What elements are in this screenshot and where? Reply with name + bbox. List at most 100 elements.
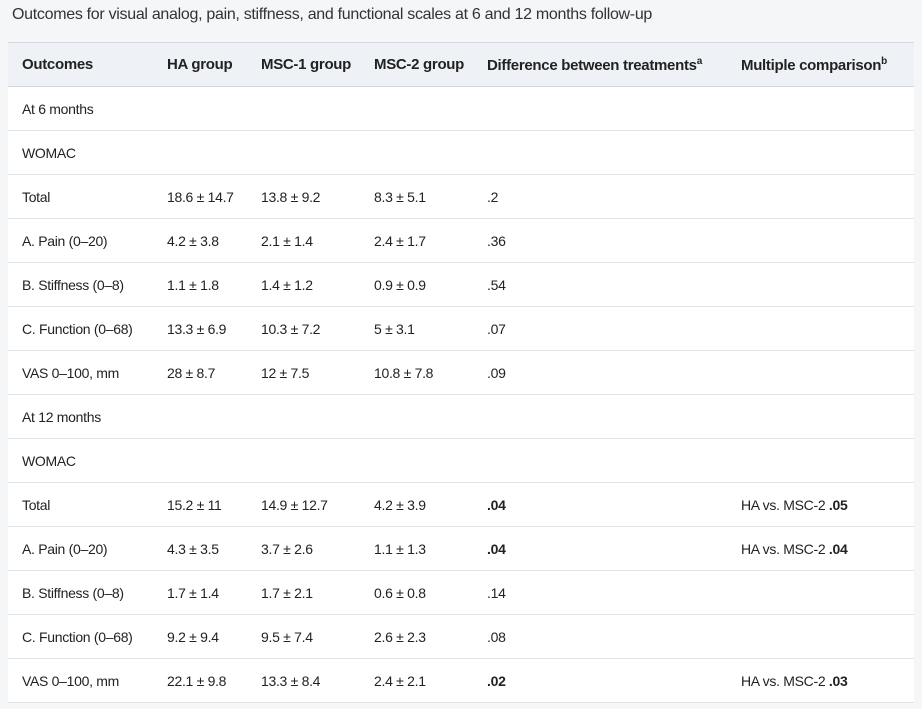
- value: 2.4 ± 1.7: [374, 232, 426, 249]
- table-cell: [487, 86, 741, 131]
- value: 0.9 ± 0.9: [374, 276, 426, 293]
- table-cell: 1.1 ± 1.3: [374, 526, 487, 571]
- table-cell: 4.2 ± 3.8: [167, 218, 261, 263]
- column-header-label: MSC-1 group: [261, 56, 352, 73]
- column-header: Multiple comparisonb: [741, 42, 914, 87]
- table-row: C. Function (0–68) 9.2 ± 9.4 9.5 ± 7.4 2.6 …: [8, 614, 914, 659]
- table-cell: 4.3 ± 3.5: [167, 526, 261, 571]
- row-label: WOMAC: [8, 438, 167, 483]
- value: 3.7 ± 2.6: [261, 540, 313, 557]
- column-header: MSC-1 group: [261, 42, 374, 87]
- table-cell: 9.2 ± 9.4: [167, 614, 261, 659]
- row-label: VAS 0–100, mm: [8, 350, 167, 395]
- table-cell: 13.3 ± 6.9: [167, 306, 261, 351]
- table-row: At 6 months: [8, 86, 914, 131]
- value: 9.5 ± 7.4: [261, 628, 313, 645]
- table-cell: HA vs. MSC-2 .05: [741, 482, 914, 527]
- p-value: .14: [487, 584, 506, 601]
- table-row: VAS 0–100, mm 22.1 ± 9.8 13.3 ± 8.4 2.4 ± 2…: [8, 658, 914, 703]
- table-cell: 5 ± 3.1: [374, 306, 487, 351]
- table-row: A. Pain (0–20) 4.2 ± 3.8 2.1 ± 1.4 2.4 ± 1.…: [8, 218, 914, 263]
- table-row: A. Pain (0–20) 4.3 ± 3.5 3.7 ± 2.6 1.1 ± 1.…: [8, 526, 914, 571]
- table-cell: [741, 570, 914, 615]
- table-cell: [741, 262, 914, 307]
- table-cell: [167, 438, 261, 483]
- table-row: B. Stiffness (0–8) 1.1 ± 1.8 1.4 ± 1.2 0.9 …: [8, 262, 914, 307]
- table-cell: 10.8 ± 7.8: [374, 350, 487, 395]
- table-caption: Outcomes for visual analog, pain, stiffn…: [12, 6, 653, 23]
- table-cell: [167, 394, 261, 439]
- table-cell: 15.2 ± 11: [167, 482, 261, 527]
- row-label: At 12 months: [8, 394, 167, 439]
- table-cell: [487, 394, 741, 439]
- value: 1.7 ± 1.4: [167, 584, 219, 601]
- p-value: .04: [487, 540, 506, 557]
- table-cell: [741, 350, 914, 395]
- table-row: Total 15.2 ± 11 14.9 ± 12.7 4.2 ± 3.9 .04 HA …: [8, 482, 914, 527]
- outcomes-table: Outcomes HA group MSC-1 group MSC-2 group Di…: [8, 42, 914, 703]
- table-cell: 1.4 ± 1.2: [261, 262, 374, 307]
- column-header-label: HA group: [167, 56, 233, 73]
- p-value: .08: [487, 628, 506, 645]
- comparison-text: HA vs. MSC-2: [741, 672, 826, 689]
- table-cell: 2.6 ± 2.3: [374, 614, 487, 659]
- row-label: B. Stiffness (0–8): [8, 570, 167, 615]
- table-cell: [741, 614, 914, 659]
- comparison-p-value: .04: [828, 540, 848, 557]
- table-cell: .07: [487, 306, 741, 351]
- table-cell: 22.1 ± 9.8: [167, 658, 261, 703]
- column-header-label: Multiple comparison: [741, 56, 882, 74]
- row-label: At 6 months: [8, 86, 167, 131]
- row-label: Total: [8, 174, 167, 219]
- table-cell: [741, 130, 914, 175]
- table-cell: .04: [487, 526, 741, 571]
- value: 14.9 ± 12.7: [261, 496, 328, 513]
- table-cell: 1.7 ± 2.1: [261, 570, 374, 615]
- row-label: A. Pain (0–20): [8, 526, 167, 571]
- table-cell: 10.3 ± 7.2: [261, 306, 374, 351]
- value: 13.3 ± 6.9: [167, 320, 227, 337]
- column-header-label: MSC-2 group: [374, 56, 465, 73]
- value: 15.2 ± 11: [167, 496, 222, 513]
- p-value: .36: [487, 232, 506, 249]
- value: 0.6 ± 0.8: [374, 584, 426, 601]
- comparison-p-value: .05: [828, 496, 848, 513]
- table-cell: .04: [487, 482, 741, 527]
- table-cell: [261, 130, 374, 175]
- table-cell: [487, 438, 741, 483]
- row-label: B. Stiffness (0–8): [8, 262, 167, 307]
- p-value: .02: [487, 672, 506, 689]
- table-cell: .14: [487, 570, 741, 615]
- value: 22.1 ± 9.8: [167, 672, 227, 689]
- value: 5 ± 3.1: [374, 320, 415, 337]
- p-value: .07: [487, 320, 506, 337]
- row-label: VAS 0–100, mm: [8, 658, 167, 703]
- table-cell: 0.6 ± 0.8: [374, 570, 487, 615]
- value: 10.3 ± 7.2: [261, 320, 321, 337]
- table-cell: 2.4 ± 1.7: [374, 218, 487, 263]
- value: 4.3 ± 3.5: [167, 540, 219, 557]
- table-cell: [261, 86, 374, 131]
- table-cell: [741, 218, 914, 263]
- table-cell: 2.1 ± 1.4: [261, 218, 374, 263]
- table-cell: 13.3 ± 8.4: [261, 658, 374, 703]
- value: 13.8 ± 9.2: [261, 188, 321, 205]
- value: 2.4 ± 2.1: [374, 672, 426, 689]
- table-cell: [261, 438, 374, 483]
- table-cell: .08: [487, 614, 741, 659]
- comparison-p-value: .03: [828, 672, 848, 689]
- table-cell: .54: [487, 262, 741, 307]
- table-cell: 14.9 ± 12.7: [261, 482, 374, 527]
- column-header: Outcomes: [8, 42, 167, 87]
- value: 1.1 ± 1.8: [167, 276, 219, 293]
- value: 1.4 ± 1.2: [261, 276, 313, 293]
- p-value: .54: [487, 276, 506, 293]
- value: 18.6 ± 14.7: [167, 188, 234, 205]
- table-cell: .2: [487, 174, 741, 219]
- table-cell: .09: [487, 350, 741, 395]
- column-header-label: Difference between treatments: [487, 56, 697, 74]
- table-row: B. Stiffness (0–8) 1.7 ± 1.4 1.7 ± 2.1 0.6 …: [8, 570, 914, 615]
- table-cell: 1.1 ± 1.8: [167, 262, 261, 307]
- table-row: WOMAC: [8, 130, 914, 175]
- table-cell: [167, 86, 261, 131]
